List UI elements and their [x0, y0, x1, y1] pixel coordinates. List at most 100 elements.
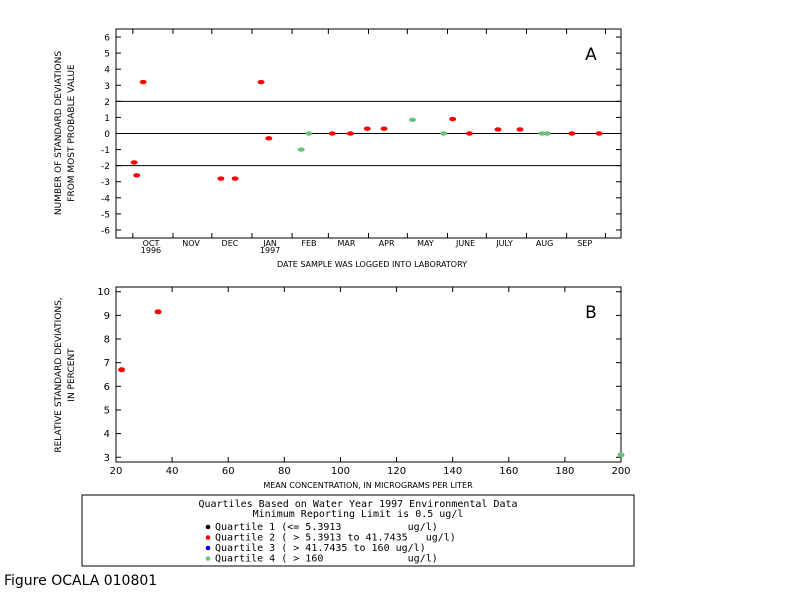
chart-b-y-tick-label: 3 — [104, 453, 110, 464]
chart-a-y-axis-title-line2: FROM MOST PROBABLE VALUE — [67, 64, 77, 202]
chart-a-x-axis-title: DATE SAMPLE WAS LOGGED INTO LABORATORY — [277, 260, 467, 269]
legend-subtitle: Minimum Reporting Limit is 0.5 ug/l — [253, 509, 464, 520]
chart-a-data-point — [440, 131, 448, 136]
figure-caption: Figure OCALA 010801 — [4, 573, 157, 589]
chart-a-y-tick-label: -2 — [101, 162, 110, 172]
chart-a-data-point — [538, 131, 546, 136]
chart-b-y-tick-label: 6 — [104, 382, 110, 393]
chart-a-data-point — [409, 117, 417, 123]
chart-b-y-tick-label: 10 — [97, 287, 110, 298]
chart-b-y-axis-title-line2: IN PERCENT — [67, 348, 77, 402]
legend-entries: Quartile 1 (<= 5.3913 ug/l)Quartile 2 ( … — [205, 522, 456, 565]
chart-a-y-tick-label: 4 — [104, 66, 110, 76]
chart-b-x-tick-label: 80 — [278, 466, 291, 477]
chart-a-data-point — [449, 116, 457, 122]
legend-marker-quartile2 — [205, 535, 211, 540]
chart-a-x-tick-label: FEB — [301, 239, 316, 248]
chart-b-x-tick-label: 200 — [611, 466, 630, 477]
chart-a-data-point — [130, 160, 138, 165]
chart-a-x-tick-label: MAR — [338, 239, 356, 248]
chart-a-y-tick-label: 6 — [104, 34, 110, 44]
chart-a-y-axis: -6 -5 -4 -3 -2 -1 0 1 2 3 4 5 6 — [101, 34, 621, 236]
chart-a-y-tick-label: 3 — [104, 82, 110, 92]
chart-a-x-tick-label: APR — [379, 239, 395, 248]
chart-a-x-tick-label: MAY — [417, 239, 434, 248]
chart-a-panel-label: A — [585, 45, 597, 65]
chart-a-data-point — [363, 126, 371, 131]
chart-b-data-point — [154, 309, 162, 315]
chart-a-data-point — [231, 176, 239, 181]
legend-marker-quartile1 — [205, 524, 211, 530]
chart-a-points — [130, 79, 603, 181]
chart-a-data-point — [265, 136, 273, 141]
chart-a-data-point — [380, 126, 388, 131]
chart-a-y-tick-label: -3 — [101, 178, 110, 188]
chart-a-y-tick-label: 5 — [104, 50, 110, 60]
chart-a-data-point — [568, 131, 576, 136]
chart-b-y-axis-title-line1: RELATIVE STANDARD DEVIATIONS, — [54, 297, 64, 452]
chart-a-x-tick-label: OCT — [143, 239, 160, 248]
chart-b-x-tick-label: 160 — [499, 466, 518, 477]
chart-b-x-tick-label: 120 — [387, 466, 406, 477]
chart-a-data-point — [297, 147, 305, 152]
chart-b-x-tick-label: 60 — [222, 466, 235, 477]
chart-a-data-point — [328, 131, 336, 136]
chart-b-y-tick-label: 5 — [104, 405, 110, 416]
chart-a-data-point — [346, 131, 354, 136]
legend-entry-label: Quartile 4 ( > 160 ug/l) — [215, 554, 438, 565]
chart-b-y-tick-label: 7 — [104, 358, 110, 369]
chart-b: 3 4 5 6 7 8 9 10 20 40 60 80 100 120 140 160 180 200 B M… — [54, 286, 631, 490]
chart-a-y-tick-label: -4 — [101, 194, 110, 204]
chart-b-x-axis: 20 40 60 80 100 120 140 160 180 200 — [110, 287, 631, 477]
chart-a-x-tick-label: SEP — [577, 239, 592, 248]
chart-a-x-year-label: 1996 — [141, 246, 161, 255]
chart-b-x-tick-label: 140 — [443, 466, 462, 477]
chart-a-data-point — [494, 127, 502, 132]
chart-b-y-axis: 3 4 5 6 7 8 9 10 — [97, 287, 621, 464]
chart-a-y-axis-title-line1: NUMBER OF STANDARD DEVIATIONS — [54, 51, 64, 215]
chart-b-y-tick-label: 9 — [104, 311, 110, 322]
chart-a-x-tick-label: JAN — [262, 239, 277, 248]
chart-b-frame — [115, 286, 622, 463]
legend-entry-label: Quartile 3 ( > 41.7435 to 160 ug/l) — [215, 543, 426, 554]
chart-a-y-tick-label: 2 — [104, 98, 110, 108]
chart-a-y-tick-label: -6 — [101, 226, 110, 236]
legend-title: Quartiles Based on Water Year 1997 Envir… — [198, 499, 517, 510]
chart-a-x-tick-label: AUG — [536, 239, 554, 248]
chart-b-x-axis-title: MEAN CONCENTRATION, IN MICROGRAMS PER LI… — [263, 481, 473, 490]
legend-marker-quartile3 — [205, 545, 211, 551]
legend-entry-label: Quartile 2 ( > 5.3913 to 41.7435 ug/l) — [215, 533, 456, 544]
chart-a-x-tick-label: DEC — [222, 239, 239, 248]
chart-b-y-tick-label: 8 — [104, 335, 110, 346]
chart-b-x-tick-label: 20 — [110, 466, 123, 477]
chart-a-data-point — [466, 131, 473, 136]
legend-frame — [81, 494, 635, 567]
chart-b-x-tick-label: 180 — [555, 466, 574, 477]
chart-a-y-tick-label: -1 — [101, 146, 110, 156]
chart-a-y-tick-label: 0 — [104, 130, 110, 140]
chart-b-x-tick-label: 100 — [331, 466, 350, 477]
chart-b-panel-label: B — [585, 303, 597, 323]
chart-b-points — [118, 309, 625, 458]
legend-marker-quartile4 — [205, 556, 211, 561]
chart-a-y-tick-label: 1 — [104, 114, 110, 124]
chart-b-data-point — [617, 452, 625, 458]
chart-b-x-tick-label: 40 — [166, 466, 179, 477]
chart-a-x-tick-label: NOV — [182, 239, 200, 248]
chart-a-x-tick-label: JUNE — [455, 239, 475, 248]
chart-a-data-point — [595, 131, 603, 136]
chart-a-x-tick-label: JULY — [495, 239, 513, 248]
chart-a-data-point — [305, 131, 313, 136]
chart-a-data-point — [543, 131, 551, 136]
chart-a-data-point — [139, 79, 147, 85]
chart-b-data-point — [118, 367, 126, 373]
chart-a-data-point — [217, 176, 225, 181]
chart-a-x-year-label: 1997 — [260, 246, 280, 255]
chart-a-data-point — [516, 127, 524, 132]
legend-entry-label: Quartile 1 (<= 5.3913 ug/l) — [215, 522, 438, 533]
chart-b-y-tick-label: 4 — [104, 429, 110, 440]
chart-a-y-tick-label: -5 — [101, 210, 110, 220]
